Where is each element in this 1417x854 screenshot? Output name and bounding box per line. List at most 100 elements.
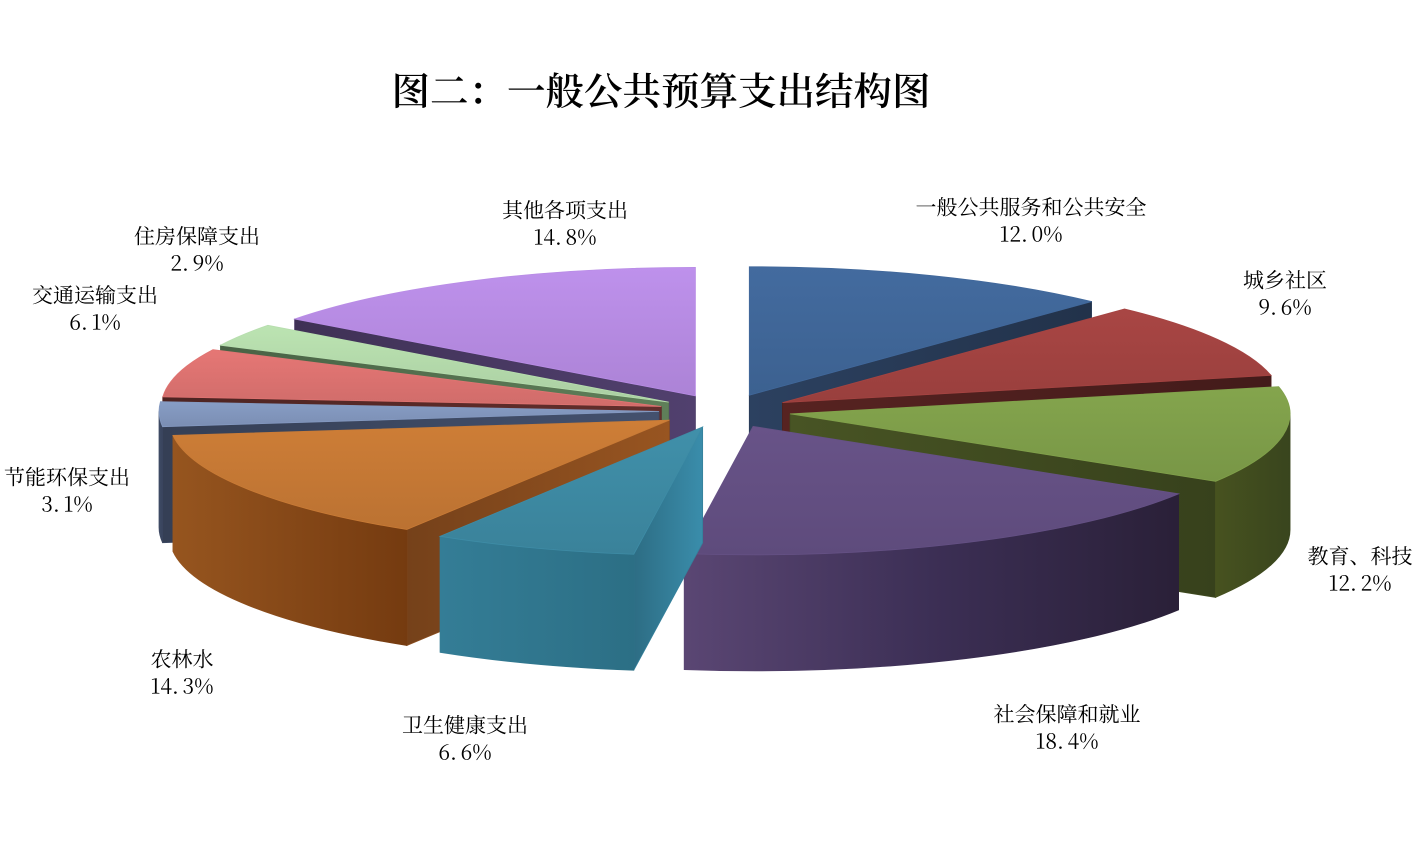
slice-label-7 — [32, 284, 157, 331]
glyph — [32, 285, 53, 305]
glyph — [1361, 574, 1372, 591]
glyph — [1036, 704, 1056, 724]
glyph — [138, 285, 157, 305]
glyph — [1285, 270, 1306, 290]
glyph — [1044, 226, 1062, 243]
glyph — [1272, 312, 1275, 315]
glyph — [161, 678, 172, 694]
glyph — [1000, 226, 1009, 242]
slice-top-face — [438, 426, 704, 555]
chart-title — [395, 72, 929, 109]
glyph — [1352, 588, 1355, 591]
glyph — [502, 200, 523, 220]
slice-label-8 — [134, 225, 259, 272]
glyph — [134, 226, 155, 246]
glyph — [895, 72, 929, 109]
glyph — [171, 254, 182, 271]
glyph — [46, 467, 67, 487]
glyph — [74, 285, 95, 305]
glyph — [4, 466, 25, 487]
glyph — [473, 744, 491, 761]
glyph — [1010, 225, 1021, 242]
glyph — [83, 327, 86, 330]
glyph — [508, 84, 545, 90]
glyph — [566, 228, 577, 245]
glyph — [218, 226, 239, 246]
glyph — [110, 467, 129, 487]
glyph — [1084, 197, 1104, 217]
glyph — [240, 226, 259, 246]
glyph — [1293, 299, 1311, 316]
glyph — [1078, 704, 1098, 724]
slice-top-face — [748, 266, 1092, 396]
glyph — [1036, 733, 1045, 749]
glyph — [431, 76, 467, 103]
slice-label-1 — [1243, 269, 1327, 316]
glyph — [423, 715, 444, 734]
slice-label-2 — [1308, 545, 1413, 592]
glyph — [193, 254, 204, 271]
glyph — [1350, 560, 1356, 566]
slice-rim — [158, 411, 163, 543]
glyph — [1046, 732, 1056, 749]
slice-label-9 — [502, 199, 627, 246]
glyph — [1243, 270, 1264, 290]
glyph — [1308, 546, 1329, 566]
slice-label-6 — [4, 466, 129, 513]
glyph — [1099, 704, 1119, 724]
glyph — [544, 229, 555, 245]
slice-rim — [439, 535, 635, 671]
glyph — [508, 715, 527, 735]
glyph — [1265, 269, 1284, 290]
glyph — [74, 496, 92, 513]
glyph — [916, 203, 936, 207]
glyph — [1373, 575, 1391, 592]
pie-3d — [158, 266, 1291, 672]
glyph — [958, 197, 979, 217]
glyph — [53, 285, 74, 305]
glyph — [64, 496, 73, 512]
slice-label-5 — [151, 649, 213, 695]
glyph — [116, 285, 137, 305]
glyph — [1021, 196, 1041, 217]
glyph — [1281, 298, 1292, 315]
slice-top-face — [789, 386, 1291, 482]
glyph — [1000, 197, 1021, 217]
glyph — [55, 509, 58, 512]
glyph — [779, 72, 813, 108]
glyph — [1058, 703, 1077, 724]
glyph — [1329, 575, 1338, 591]
glyph — [198, 225, 218, 246]
glyph — [557, 242, 560, 245]
glyph — [195, 678, 213, 695]
glyph — [475, 82, 482, 104]
glyph — [102, 314, 120, 331]
glyph — [88, 467, 109, 487]
pie-slice-3 — [683, 425, 1181, 672]
glyph — [151, 649, 171, 669]
glyph — [1068, 733, 1079, 749]
glyph — [444, 715, 465, 735]
glyph — [1063, 197, 1084, 217]
slice-label-0 — [916, 196, 1146, 243]
glyph — [565, 200, 586, 220]
glyph — [461, 743, 472, 760]
slice-label-4 — [402, 714, 527, 761]
glyph — [205, 255, 223, 272]
slice-top-face — [683, 425, 1181, 556]
glyph — [1339, 574, 1350, 591]
glyph — [155, 225, 175, 246]
glyph — [523, 200, 544, 220]
slice-top-face — [158, 401, 660, 428]
glyph — [151, 678, 160, 694]
glyph — [1059, 746, 1062, 749]
data-labels — [4, 196, 1413, 761]
glyph — [854, 72, 891, 109]
glyph — [937, 197, 957, 217]
glyph — [174, 691, 177, 694]
glyph — [1042, 197, 1062, 217]
glyph — [42, 495, 52, 512]
glyph — [544, 199, 565, 220]
